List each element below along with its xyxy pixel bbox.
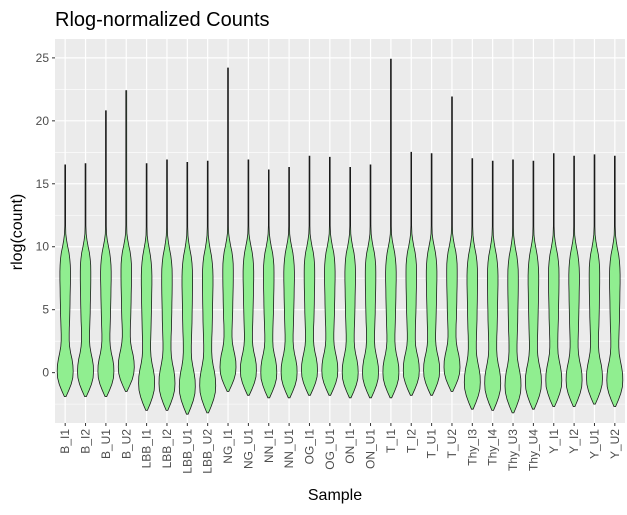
violin-OG_U1 (321, 156, 339, 396)
x-tick-label: Thy_U3 (506, 429, 520, 471)
violin-T_U1 (423, 153, 441, 396)
x-tick-label: B_U1 (99, 429, 113, 459)
violin-NG_I1 (219, 67, 237, 392)
x-tick-label: NN_I1 (262, 429, 276, 463)
violin-NN_I1 (260, 169, 278, 399)
violin-Y_I1 (545, 153, 563, 408)
violin-B_I2 (77, 163, 94, 398)
x-axis: B_I1 B_I2 B_U1 B_U2 LBB_I1 LBB_I2 LBB_U1 LBB_U2… (58, 423, 622, 474)
x-axis-title: Sample (308, 487, 362, 504)
x-tick-label: LBB_U1 (180, 429, 194, 474)
y-axis: 0 5 10 15 20 25 (36, 51, 55, 380)
violin-Thy_U3 (504, 159, 522, 414)
x-tick-label: T_I1 (384, 429, 398, 453)
x-tick-label: Thy_U4 (526, 429, 540, 471)
violin-OG_I1 (301, 155, 318, 396)
violin-T_U2 (443, 96, 461, 392)
x-tick-label: T_I2 (404, 429, 418, 453)
x-tick-label: B_U2 (119, 429, 133, 459)
y-tick-label: 0 (42, 366, 49, 380)
y-axis-title: rlog(count) (9, 194, 26, 270)
violin-LBB_U2 (199, 160, 217, 414)
violin-Y_U2 (606, 155, 624, 408)
violin-NG_U1 (239, 159, 257, 396)
y-tick-label: 20 (36, 114, 50, 128)
violin-LBB_I1 (138, 163, 156, 411)
x-tick-label: NN_U1 (282, 429, 296, 469)
violin-Thy_U4 (524, 160, 542, 410)
x-tick-label: OG_I1 (302, 429, 316, 465)
y-tick-label: 10 (36, 240, 50, 254)
x-tick-label: Y_U2 (608, 429, 622, 459)
violin-ON_U1 (362, 164, 379, 399)
x-tick-label: LBB_U2 (201, 429, 215, 474)
x-tick-label: NG_U1 (241, 429, 255, 469)
violin-Thy_I3 (463, 158, 481, 410)
violin-B_U1 (97, 110, 115, 398)
violin-ON_I1 (341, 166, 359, 399)
x-tick-label: NG_I1 (221, 429, 235, 464)
x-tick-label: ON_U1 (364, 429, 378, 469)
y-tick-label: 15 (36, 177, 50, 191)
violin-Thy_I4 (484, 160, 502, 411)
x-tick-label: LBB_I2 (160, 429, 174, 469)
x-tick-label: Y_U1 (587, 429, 601, 459)
violin-LBB_U1 (178, 161, 196, 415)
violin-Y_U1 (586, 154, 603, 405)
y-tick-label: 25 (36, 51, 50, 65)
violin-Y_I2 (565, 155, 583, 408)
violin-LBB_I2 (158, 159, 176, 411)
x-tick-label: Y_I2 (567, 429, 581, 454)
x-tick-label: B_I1 (58, 429, 72, 454)
x-tick-label: Thy_I4 (486, 429, 500, 466)
violin-B_U2 (117, 90, 135, 392)
x-tick-label: LBB_I1 (140, 429, 154, 469)
x-tick-label: B_I2 (79, 429, 93, 454)
x-tick-label: ON_I1 (343, 429, 357, 464)
x-tick-label: Thy_I3 (465, 429, 479, 466)
chart-title: Rlog-normalized Counts (55, 9, 270, 31)
x-tick-label: Y_I1 (547, 429, 561, 454)
x-tick-label: T_U2 (445, 429, 459, 459)
violin-B_I1 (56, 164, 74, 398)
x-tick-label: OG_U1 (323, 429, 337, 470)
x-tick-label: T_U1 (425, 429, 439, 459)
violin-NN_U1 (280, 166, 298, 399)
violin-T_I1 (382, 58, 400, 399)
violin-T_I2 (402, 151, 420, 396)
y-tick-label: 5 (42, 303, 49, 317)
violins (56, 58, 624, 415)
